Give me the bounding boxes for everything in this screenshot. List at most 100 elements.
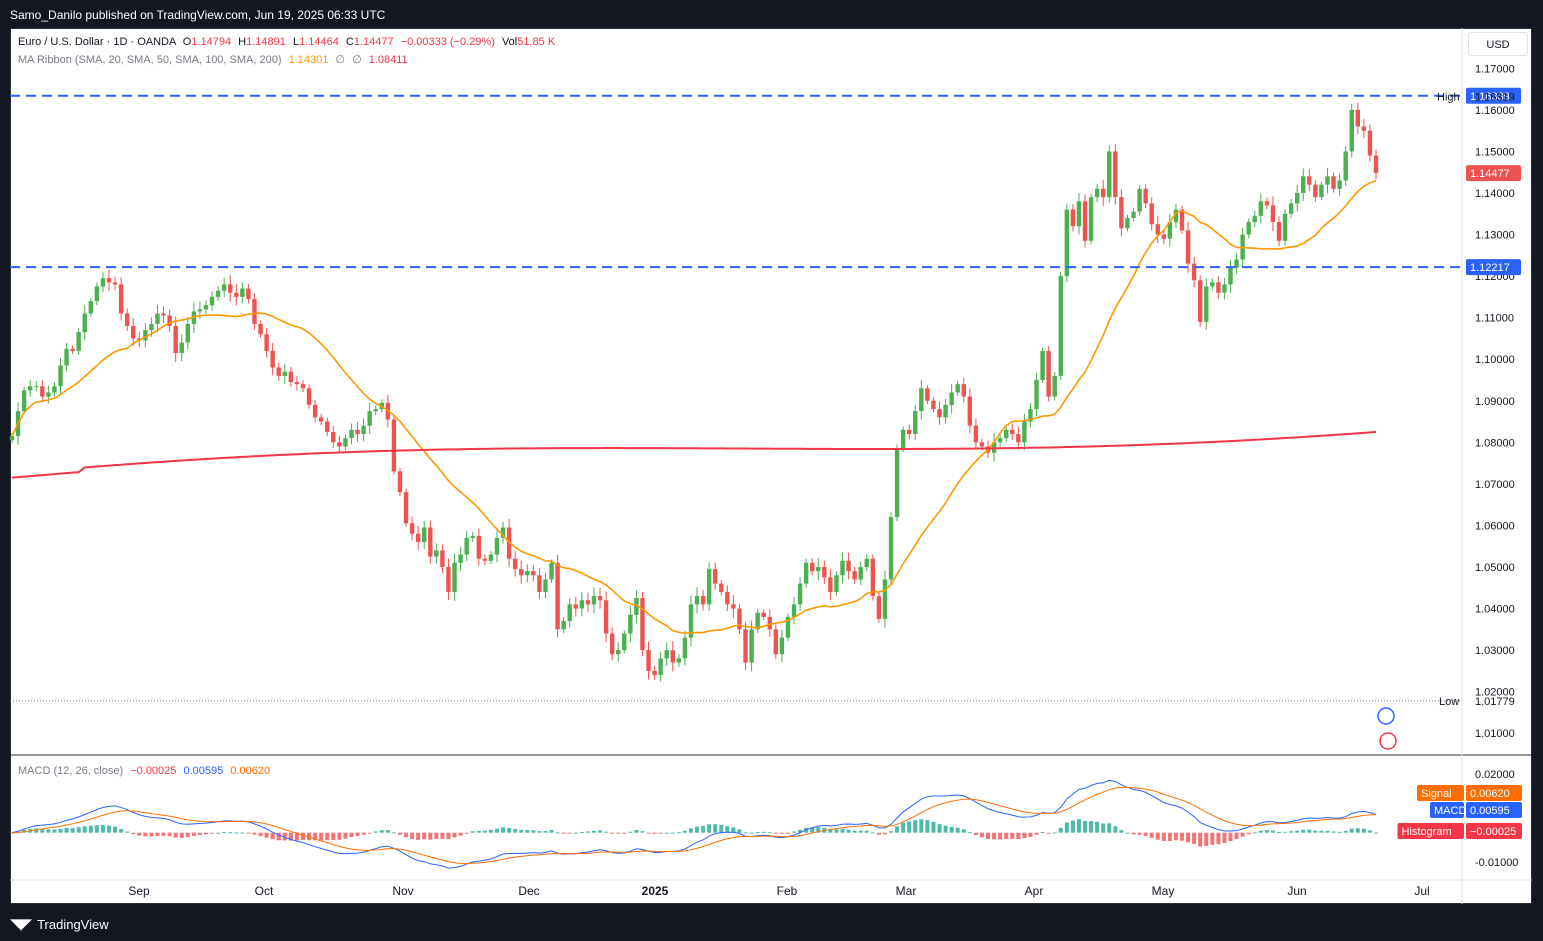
macd-histogram-bar bbox=[846, 829, 851, 833]
macd-histogram-bar bbox=[986, 832, 991, 839]
candle-body bbox=[355, 429, 360, 435]
candle-body bbox=[603, 600, 609, 634]
price-tick-label: 1.15000 bbox=[1475, 146, 1515, 158]
close-value-legend: 1.14477 bbox=[353, 36, 394, 48]
macd-histogram-bar bbox=[670, 832, 675, 834]
macd-histogram-bar bbox=[397, 832, 402, 835]
candle-body bbox=[1294, 192, 1300, 204]
macd-histogram-bar bbox=[864, 830, 869, 833]
candle-body bbox=[446, 566, 451, 592]
macd-histogram-bar bbox=[228, 832, 233, 834]
macd-histogram-bar bbox=[652, 832, 657, 834]
candle-body bbox=[1270, 205, 1276, 223]
macd-histogram-bar bbox=[1155, 832, 1160, 840]
macd-tick-label: -0.01000 bbox=[1475, 857, 1518, 869]
candle-body bbox=[761, 612, 766, 617]
candle-body bbox=[70, 348, 75, 351]
macd-tag-label-bg bbox=[1397, 823, 1464, 839]
macd-histogram-bar bbox=[1173, 832, 1178, 841]
price-tick-label: 1.11000 bbox=[1475, 313, 1514, 325]
candle-body bbox=[203, 305, 209, 310]
upper-level-tag-bg bbox=[1466, 87, 1521, 104]
volume-label: Vol bbox=[501, 36, 518, 48]
candle-body bbox=[658, 658, 663, 676]
price-tick-label: 1.04000 bbox=[1475, 604, 1515, 616]
lower-level-tag: 1.12217 bbox=[1470, 262, 1510, 274]
macd-histogram-bar bbox=[598, 830, 603, 833]
macd-histogram-bar bbox=[664, 832, 669, 834]
macd-histogram-bar bbox=[882, 832, 887, 835]
macd-histogram-bar bbox=[1083, 821, 1088, 833]
macd-histogram-bar bbox=[1349, 828, 1354, 833]
macd-histogram-bar bbox=[695, 826, 700, 833]
ma-title: MA Ribbon (SMA, 20, SMA, 50, SMA, 100, S… bbox=[18, 54, 282, 66]
price-tick-label: 1.09000 bbox=[1475, 396, 1515, 408]
macd-histogram-bar bbox=[1004, 832, 1009, 840]
macd-histogram-bar bbox=[840, 829, 845, 833]
macd-tag-label-bg bbox=[1430, 802, 1464, 818]
candle-body bbox=[846, 560, 851, 572]
low-label: Low bbox=[1439, 696, 1459, 708]
candle-body bbox=[1252, 215, 1257, 223]
macd-histogram-bar bbox=[422, 832, 427, 840]
macd-histogram-bar bbox=[1089, 821, 1094, 833]
macd-histogram-bar bbox=[337, 832, 342, 840]
macd-tag-value-bg bbox=[1466, 802, 1522, 818]
candle-body bbox=[949, 392, 954, 405]
macd-histogram-bar bbox=[470, 831, 475, 833]
candle-body bbox=[331, 431, 336, 443]
macd-histogram-bar bbox=[707, 824, 712, 833]
macd-histogram-bar bbox=[1367, 830, 1372, 833]
macd-histogram-bar bbox=[404, 832, 409, 838]
price-tick-label: 1.01000 bbox=[1475, 728, 1515, 740]
candle-body bbox=[294, 382, 300, 385]
candle-body bbox=[676, 658, 682, 663]
macd-histogram-bar bbox=[973, 832, 978, 836]
candle-body bbox=[634, 598, 639, 615]
candle-body bbox=[397, 471, 403, 493]
macd-histogram-bar bbox=[203, 832, 208, 835]
macd-histogram-bar bbox=[755, 832, 760, 834]
candle-body bbox=[52, 386, 57, 393]
macd-histogram-bar bbox=[94, 825, 99, 833]
macd-histogram-bar bbox=[1107, 823, 1112, 833]
macd-histogram-bar bbox=[749, 832, 754, 834]
macd-histogram-bar bbox=[828, 829, 833, 833]
candle-body bbox=[973, 425, 979, 443]
candle-body bbox=[616, 650, 621, 655]
macd-histogram-bar bbox=[792, 831, 797, 833]
candle-body bbox=[149, 323, 154, 331]
macd-histogram-bar bbox=[173, 832, 178, 838]
candle-body bbox=[858, 566, 863, 580]
candle-body bbox=[452, 562, 457, 592]
macd-histogram-bar bbox=[870, 832, 875, 834]
candle-body bbox=[1155, 224, 1160, 235]
candle-body bbox=[531, 571, 536, 576]
macd-histogram-bar bbox=[282, 832, 287, 841]
macd-histogram-bar bbox=[1258, 830, 1263, 833]
candle-body bbox=[488, 554, 494, 561]
macd-histogram-bar bbox=[937, 824, 942, 833]
time-tick-label: Mar bbox=[896, 884, 917, 898]
candle-body bbox=[1070, 209, 1076, 227]
candle-body bbox=[282, 371, 287, 376]
candle-body bbox=[476, 535, 481, 559]
macd-histogram-bar bbox=[1222, 832, 1227, 843]
candle-body bbox=[1307, 176, 1312, 185]
price-tick-label: 1.03000 bbox=[1475, 645, 1515, 657]
chart-frame[interactable] bbox=[10, 28, 1532, 904]
macd-histogram-bar bbox=[373, 831, 378, 833]
currency-button[interactable]: USD bbox=[1468, 32, 1528, 56]
macd-histogram-bar bbox=[131, 832, 136, 834]
macd-histogram-bar bbox=[1264, 830, 1269, 833]
candle-body bbox=[585, 600, 591, 605]
macd-histogram-bar bbox=[82, 826, 87, 833]
macd-histogram-bar bbox=[331, 832, 336, 841]
candle-body bbox=[440, 550, 445, 567]
macd-histogram-bar bbox=[876, 832, 881, 835]
macd-histogram-bar bbox=[804, 827, 809, 833]
macd-histogram-bar bbox=[1192, 832, 1197, 844]
macd-histogram-bar bbox=[1198, 832, 1203, 847]
candle-body bbox=[1204, 286, 1209, 322]
